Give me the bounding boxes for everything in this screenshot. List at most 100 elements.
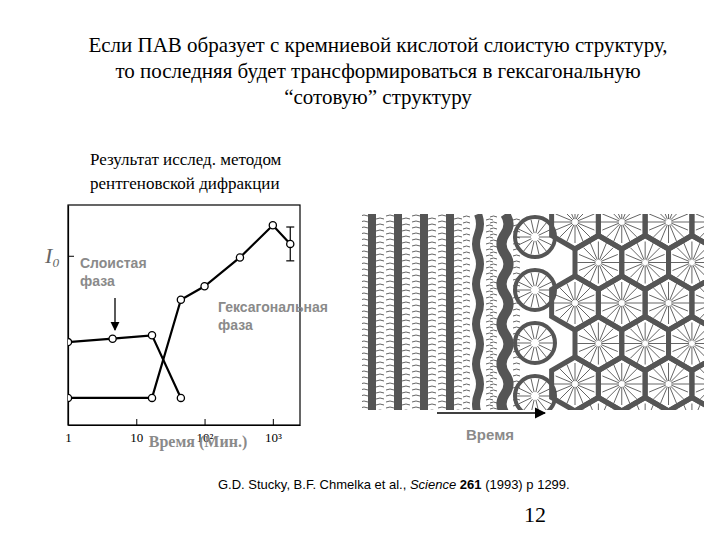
surfactant-tail [670,284,677,301]
surfactant-tail [626,254,643,261]
surfactant-tail [623,387,630,404]
surfactant-tail [649,385,666,392]
surfactant-tail [402,296,410,297]
y-axis: I₀ [44,206,74,426]
surfactant-tail [486,405,493,406]
surfactant-tail [637,265,644,282]
surfactant-tail [654,224,667,237]
surfactant-tail [590,243,597,260]
surfactant-tail [584,329,597,342]
surfactant-tail [654,214,667,220]
surfactant-tail [490,276,497,277]
surfactant-tail [438,305,446,306]
surfactant-tail [490,294,497,295]
surfactant-tail [654,288,667,301]
surfactant-tail [490,360,497,361]
structure-diagram [362,214,704,410]
surfactant-tail [402,332,410,333]
surfactant-tail [463,270,470,271]
surfactant-tail [531,325,534,339]
surfactant-tail [386,281,394,282]
data-point [287,240,294,247]
surfactant-tail [438,389,446,390]
surfactant-tail [486,327,493,328]
surfactant-tail [463,246,470,247]
surfactant-tail [671,376,688,383]
surfactant-tail [438,311,446,312]
surfactant-tail [486,255,493,256]
surfactant-tail [362,263,368,264]
silica-layer [394,214,402,410]
surfactant-tail [490,348,497,349]
surfactant-tail [454,254,462,255]
surfactant-tail [376,254,384,255]
surfactant-tail [402,386,410,387]
surfactant-tail [490,216,497,217]
surfactant-tail [376,272,384,273]
surfactant-tail [386,257,394,258]
surfactant-tail [691,323,692,341]
surfactant-tail [531,241,534,255]
surfactant-tail [621,387,622,405]
surfactant-tail [428,296,436,297]
surfactant-tail [376,278,384,279]
surfactant-tail [386,305,394,306]
series-label: Гексагональнаяфаза [218,299,328,333]
surfactant-tail [556,376,573,383]
surfactant-tail [454,338,462,339]
surfactant-tail [376,320,384,321]
surfactant-tail [490,246,497,247]
surfactant-tail [490,252,497,253]
data-point [269,222,276,229]
surfactant-tail [463,402,470,403]
surfactant-tail [376,386,384,387]
surfactant-tail [438,275,446,276]
surfactant-tail [454,374,462,375]
surfactant-tail [486,381,493,382]
surfactant-tail [438,221,446,222]
surfactant-tail [630,346,643,359]
surfactant-tail [362,221,368,222]
surfactant-tail [490,282,497,283]
surfactant-tail [428,368,436,369]
surfactant-tail [490,228,497,229]
surfactant-tail [490,336,497,337]
slide-title: то последняя будет трансформироваться в … [115,59,640,83]
surfactant-tail [560,305,573,318]
surfactant-tail [428,380,436,381]
surfactant-tail [402,356,410,357]
surfactant-tail [386,347,394,348]
surfactant-tail [536,241,539,255]
micelle-core [515,217,555,257]
surfactant-tail [590,324,597,341]
surfactant-tail [412,371,420,372]
surfactant-tail [454,242,462,243]
surfactant-tail [598,404,599,411]
surfactant-tail [362,335,368,336]
surfactant-tail [584,265,597,278]
surfactant-tail [624,262,642,263]
surfactant-tail [696,385,704,392]
citation-volume: 261 [460,477,485,492]
surfactant-tail [607,288,620,301]
surfactant-tail [412,395,420,396]
surfactant-tail [577,386,590,399]
data-point [68,338,72,345]
surfactant-tail [577,224,590,237]
surfactant-tail [486,291,493,292]
surfactant-tail [463,216,470,217]
surfactant-tail [428,266,436,267]
surfactant-tail [412,221,420,222]
surfactant-tail [362,353,368,354]
surfactant-tail [428,302,436,303]
data-point [68,394,72,401]
surfactant-tail [486,303,493,304]
surfactant-tail [578,384,596,385]
surfactant-tail [490,402,497,403]
surfactant-tail [513,369,520,370]
surfactant-tail [695,335,704,342]
surfactant-tail [486,279,493,280]
surfactant-tail [376,242,384,243]
surfactant-tail [625,222,643,223]
surfactant-tail [362,395,368,396]
